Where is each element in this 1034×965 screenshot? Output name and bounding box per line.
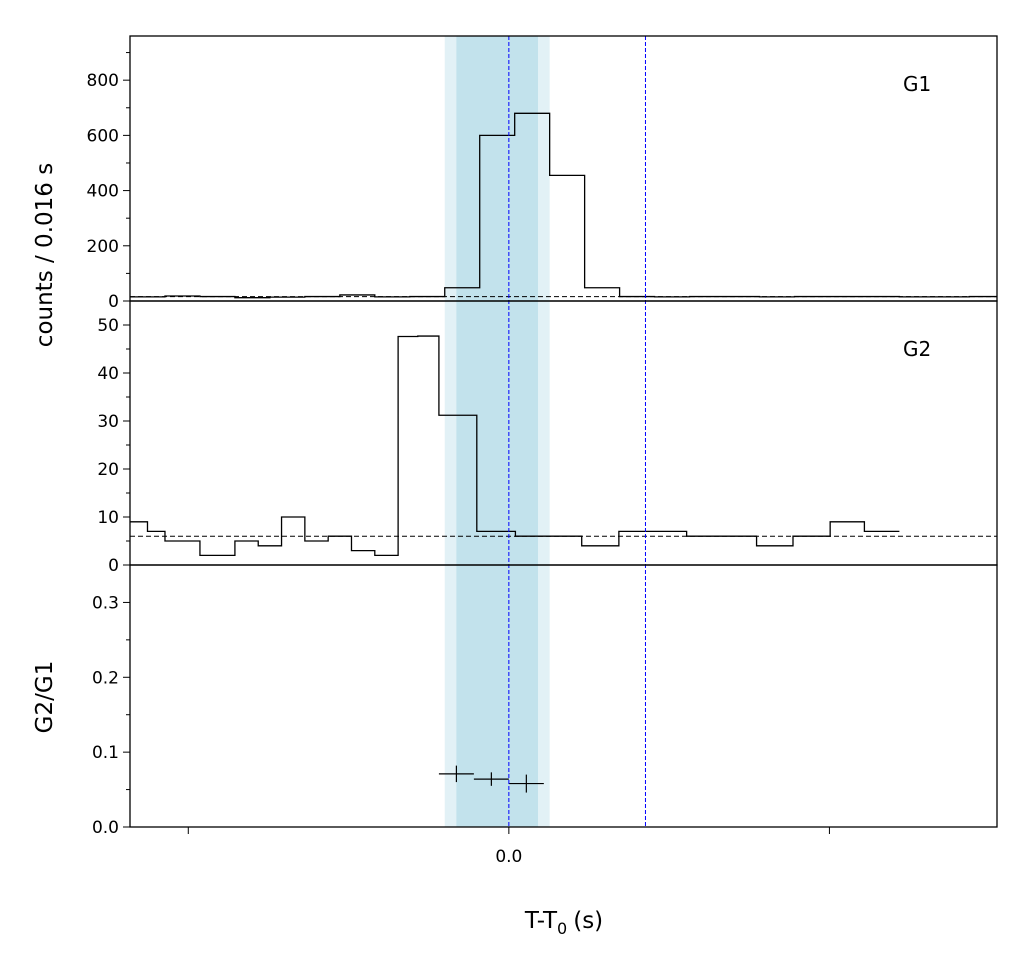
panel1-ytick-label-1: 200	[87, 237, 119, 257]
x-axis-title: T-T0 (s)	[524, 908, 603, 938]
plot-layer: 0 200 400 600 800 0 10 20 30 40 50 0.0 0.1 0.2 0.3 0.0	[87, 35, 998, 867]
panel-label-g1: G1	[903, 72, 931, 96]
panel3-ytick-label-0: 0.0	[92, 818, 119, 838]
panel1-frame	[129, 35, 998, 302]
panel2-ytick-label-3: 30	[97, 412, 119, 432]
panel2-ytick-label-1: 10	[97, 508, 119, 528]
panel2-ytick-label-0: 0	[108, 556, 119, 576]
x-tick-label-1: 0.0	[495, 847, 522, 867]
panel-label-g2: G2	[903, 337, 931, 361]
y-axis-title-ratio: G2/G1	[32, 661, 58, 734]
panel1-ytick-label-0: 0	[108, 292, 119, 312]
y-axis-title-counts: counts / 0.016 s	[32, 163, 58, 347]
panel1-histogram	[130, 112, 997, 299]
x-axis-title-main: T-T	[524, 908, 558, 934]
panel3-ytick-label-2: 0.2	[92, 668, 119, 688]
x-axis-title-subscript: 0	[557, 919, 567, 938]
panel1-ytick-label-2: 400	[87, 182, 119, 202]
panel2-frame	[129, 300, 998, 566]
shaded-region-inner	[456, 36, 538, 827]
panel2-ytick-label-4: 40	[97, 364, 119, 384]
panel1-ytick-label-3: 600	[87, 126, 119, 146]
panel3-frame	[129, 564, 998, 828]
panel3-ytick-label-3: 0.3	[92, 593, 119, 613]
x-axis-title-unit: (s)	[573, 908, 603, 934]
panel2-ytick-label-5: 50	[97, 316, 119, 336]
panel1-ytick-label-4: 800	[87, 71, 119, 91]
panel2-ytick-label-2: 20	[97, 460, 119, 480]
panel3-ytick-label-1: 0.1	[92, 743, 119, 763]
